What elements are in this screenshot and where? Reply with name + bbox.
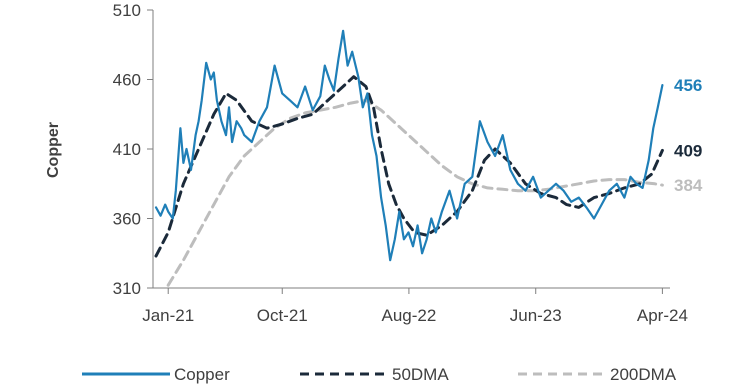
x-tick-label-4: Apr-24 [637, 306, 688, 325]
series-line-50dma [154, 75, 664, 258]
series-line-200dma [166, 98, 664, 287]
y-axis: 310 360 410 460 510 [113, 1, 154, 298]
y-tick-label-3: 460 [113, 71, 141, 90]
legend-label-50dma: 50DMA [392, 365, 449, 384]
x-axis: Jan-21 Oct-21 Aug-22 Jun-23 Apr-24 [142, 287, 688, 325]
end-label-copper: 456 [674, 76, 702, 95]
series-line-copper [154, 29, 664, 262]
y-axis-label: Copper [45, 122, 62, 178]
end-label-200dma: 384 [674, 176, 703, 195]
legend: Copper 50DMA 200DMA [82, 365, 677, 384]
x-tick-label-0: Jan-21 [142, 306, 194, 325]
plot-series [154, 29, 664, 287]
y-tick-label-1: 360 [113, 210, 141, 229]
x-tick-label-2: Aug-22 [382, 306, 437, 325]
legend-label-200dma: 200DMA [610, 365, 677, 384]
y-tick-label-0: 310 [113, 279, 141, 298]
y-tick-label-4: 510 [113, 1, 141, 20]
y-tick-label-2: 410 [113, 140, 141, 159]
end-labels: 456 409 384 [674, 76, 703, 195]
x-tick-label-3: Jun-23 [510, 306, 562, 325]
x-tick-label-1: Oct-21 [257, 306, 308, 325]
end-label-50dma: 409 [674, 141, 702, 160]
legend-label-copper: Copper [174, 365, 230, 384]
